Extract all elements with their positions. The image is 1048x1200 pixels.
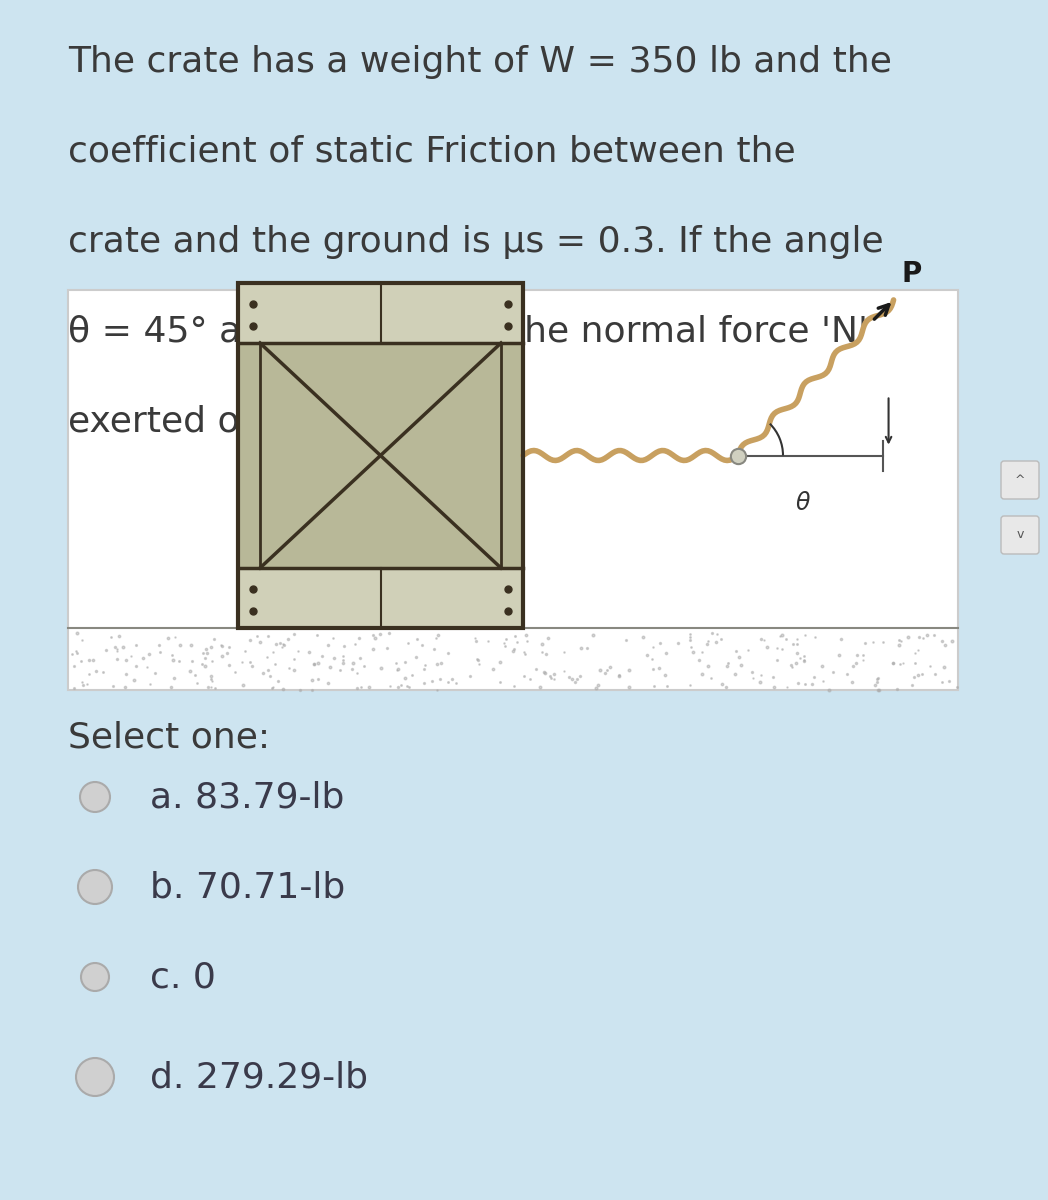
Text: θ: θ <box>796 491 810 515</box>
Circle shape <box>77 1058 114 1096</box>
Text: Select one:: Select one: <box>68 720 270 754</box>
Text: P: P <box>901 260 922 288</box>
Text: a. 83.79-lb: a. 83.79-lb <box>150 780 345 814</box>
Bar <box>260 343 501 568</box>
Text: exerted on the crate is.: exerted on the crate is. <box>68 404 489 439</box>
Text: d. 279.29-lb: d. 279.29-lb <box>150 1060 368 1094</box>
Text: c. 0: c. 0 <box>150 960 216 994</box>
Text: The crate has a weight of W = 350 lb and the: The crate has a weight of W = 350 lb and… <box>68 44 892 79</box>
FancyBboxPatch shape <box>22 7 1018 1193</box>
Text: coefficient of static Friction between the: coefficient of static Friction between t… <box>68 134 795 169</box>
FancyBboxPatch shape <box>1001 516 1039 554</box>
Circle shape <box>78 870 112 904</box>
Bar <box>238 568 523 628</box>
Text: crate and the ground is μs = 0.3. If the angle: crate and the ground is μs = 0.3. If the… <box>68 226 883 259</box>
Bar <box>68 290 958 690</box>
Circle shape <box>80 782 110 812</box>
FancyBboxPatch shape <box>1001 461 1039 499</box>
Bar <box>238 283 523 628</box>
Circle shape <box>81 962 109 991</box>
Bar <box>238 283 523 628</box>
Text: b. 70.71-lb: b. 70.71-lb <box>150 870 345 904</box>
Bar <box>238 283 523 343</box>
Text: θ = 45° and P = 100 lb, the normal force 'N': θ = 45° and P = 100 lb, the normal force… <box>68 314 868 349</box>
Text: ^: ^ <box>1014 474 1025 486</box>
Text: v: v <box>1017 528 1024 541</box>
